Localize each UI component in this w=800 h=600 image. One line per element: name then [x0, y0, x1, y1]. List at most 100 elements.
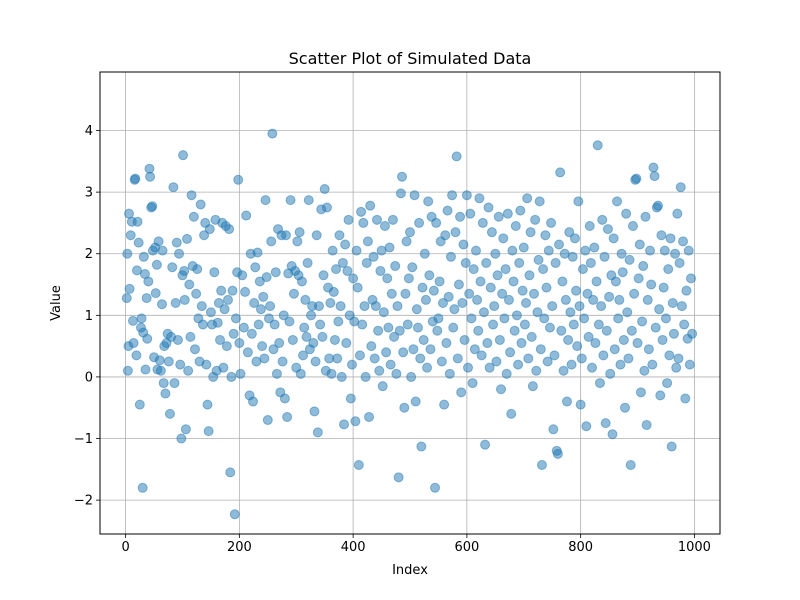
scatter-point	[568, 319, 579, 330]
scatter-point	[249, 298, 260, 308]
scatter-point	[179, 294, 190, 305]
scatter-point	[184, 279, 195, 290]
scatter-point	[312, 427, 323, 438]
scatter-point	[448, 322, 459, 333]
scatter-point	[424, 270, 435, 281]
scatter-point	[612, 196, 623, 207]
scatter-point	[461, 190, 472, 201]
scatter-point	[406, 371, 417, 382]
scatter-point	[466, 313, 477, 324]
scatter-point	[450, 227, 461, 238]
scatter-point	[601, 325, 612, 336]
scatter-point	[672, 208, 683, 219]
scatter-point	[319, 184, 330, 195]
scatter-point	[393, 472, 404, 483]
scatter-point	[303, 195, 314, 206]
scatter-point	[555, 167, 566, 178]
scatter-point	[345, 393, 356, 404]
scatter-point	[372, 214, 383, 225]
scatter-point	[195, 199, 206, 210]
scatter-point	[221, 341, 232, 352]
scatter-point	[271, 368, 282, 379]
scatter-point	[125, 230, 136, 241]
scatter-point	[665, 233, 676, 244]
scatter-point	[266, 236, 277, 247]
scatter-point	[255, 304, 266, 315]
scatter-point	[649, 171, 660, 182]
y-axis-ticks: −2 −1 0 1 2 3 4	[74, 124, 100, 509]
scatter-point	[458, 239, 469, 250]
scatter-point	[650, 322, 661, 333]
scatter-point	[362, 236, 373, 247]
scatter-point	[412, 322, 423, 333]
scatter-point	[571, 285, 582, 296]
scatter-point	[449, 304, 460, 315]
scatter-point	[382, 273, 393, 284]
scatter-point	[481, 257, 492, 268]
scatter-point	[172, 334, 183, 345]
scatter-point	[122, 365, 133, 376]
scatter-point	[227, 285, 238, 296]
scatter-point	[147, 201, 158, 212]
scatter-point	[561, 396, 572, 407]
scatter-point	[145, 171, 156, 182]
scatter-point	[670, 248, 681, 259]
scatter-point	[432, 325, 443, 336]
scatter-point	[250, 262, 261, 273]
scatter-point	[440, 230, 451, 241]
scatter-point	[452, 353, 463, 364]
scatter-point	[613, 313, 624, 324]
scatter-point	[572, 341, 583, 352]
scatter-point	[175, 359, 186, 370]
scatter-point	[506, 408, 517, 419]
scatter-point	[401, 236, 412, 247]
scatter-point	[567, 251, 578, 262]
scatter-point	[183, 365, 194, 376]
scatter-point	[633, 273, 644, 284]
scatter-point	[366, 341, 377, 352]
scatter-point	[629, 288, 640, 299]
scatter-point	[484, 362, 495, 373]
scatter-point	[518, 242, 529, 253]
scatter-point	[610, 276, 621, 287]
scatter-point	[430, 482, 441, 493]
y-tick-label: 4	[85, 124, 93, 139]
scatter-point	[621, 208, 632, 219]
scatter-point	[550, 257, 561, 268]
scatter-point	[467, 378, 478, 389]
scatter-point	[526, 331, 537, 342]
scatter-point	[663, 264, 674, 275]
scatter-point	[137, 482, 148, 493]
scatter-point	[502, 208, 513, 219]
scatter-point	[302, 257, 313, 268]
scatter-point	[358, 217, 369, 228]
scatter-point	[389, 331, 400, 342]
scatter-point	[536, 460, 547, 471]
scatter-point	[581, 421, 592, 432]
scatter-point	[357, 319, 368, 330]
scatter-point	[328, 286, 339, 297]
scatter-point	[505, 347, 516, 358]
scatter-point	[674, 257, 685, 268]
scatter-point	[387, 214, 398, 225]
scatter-point	[451, 151, 462, 162]
scatter-point	[494, 334, 505, 345]
scatter-point	[687, 328, 698, 339]
scatter-point	[398, 347, 409, 358]
scatter-point	[150, 288, 161, 299]
scatter-point	[582, 288, 593, 299]
scatter-point	[370, 301, 381, 312]
scatter-point	[499, 313, 510, 324]
scatter-point	[482, 338, 493, 349]
scatter-point	[241, 210, 252, 221]
scatter-point	[284, 316, 295, 327]
scatter-point	[497, 288, 508, 299]
scatter-point	[459, 334, 470, 345]
scatter-point	[336, 371, 347, 382]
scatter-point	[423, 196, 434, 207]
scatter-point	[160, 388, 171, 399]
scatter-point	[574, 301, 585, 312]
scatter-point	[310, 356, 321, 367]
